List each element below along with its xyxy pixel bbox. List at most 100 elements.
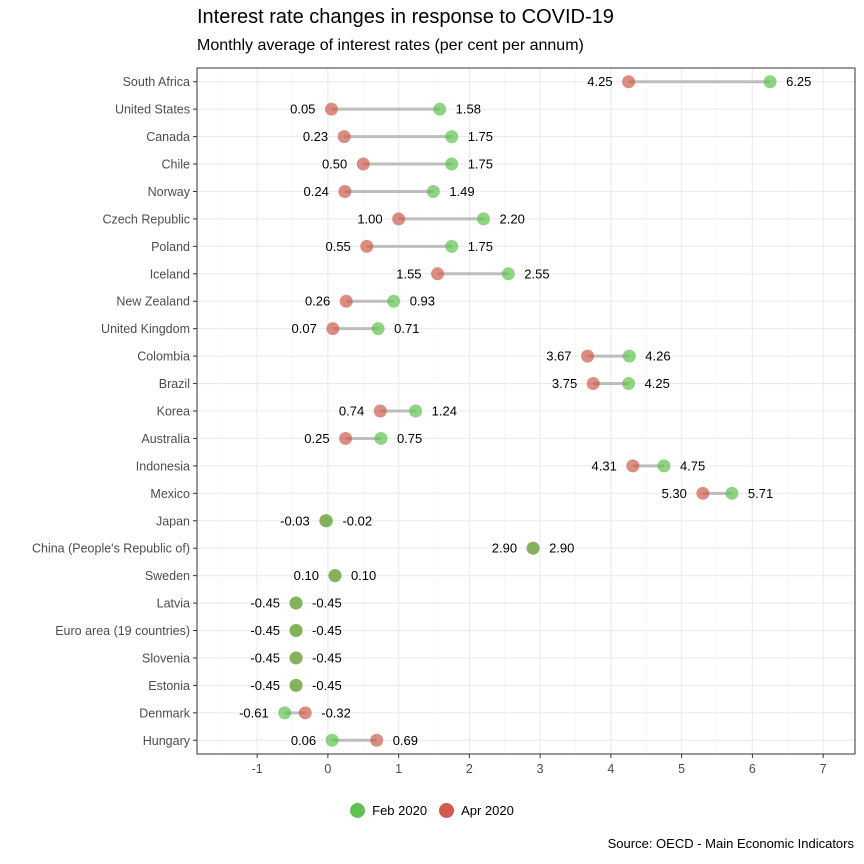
panel-border	[196, 67, 856, 755]
label-apr-2020: 0.50	[322, 157, 347, 172]
y-tick-label: Norway	[148, 185, 191, 199]
point-feb-2020	[319, 514, 333, 528]
x-tick-label: 0	[324, 762, 331, 776]
y-tick-label: China (People's Republic of)	[32, 542, 190, 556]
label-feb-2020: 6.25	[786, 74, 811, 89]
label-feb-2020: 1.75	[468, 239, 493, 254]
label-feb-2020: 1.58	[456, 102, 481, 117]
y-tick-label: Sweden	[145, 569, 190, 583]
x-tick-label: 2	[466, 762, 473, 776]
legend-key-apr	[439, 803, 455, 818]
label-apr-2020: 1.55	[396, 266, 421, 281]
label-feb-2020: 0.71	[394, 321, 419, 336]
point-apr-2020	[392, 212, 406, 226]
y-tick-label: Canada	[146, 130, 190, 144]
y-tick-label: South Africa	[123, 75, 190, 89]
y-tick-label: Mexico	[150, 487, 190, 501]
y-tick-label: New Zealand	[116, 295, 190, 309]
y-tick-label: Czech Republic	[102, 212, 190, 226]
point-feb-2020	[289, 678, 303, 692]
label-feb-2020: -0.02	[342, 513, 372, 528]
label-feb-2020: 1.49	[449, 184, 474, 199]
point-apr-2020	[581, 349, 595, 363]
label-apr-2020: 0.26	[305, 294, 330, 309]
legend-item-apr: Apr 2020	[439, 803, 514, 818]
label-apr-2020: 0.10	[294, 568, 319, 583]
y-tick-label: Chile	[162, 158, 191, 172]
label-apr-2020: -0.03	[280, 513, 310, 528]
label-feb-2020: -0.45	[312, 596, 342, 611]
label-apr-2020: 4.31	[592, 458, 617, 473]
y-tick-label: Slovenia	[142, 651, 190, 665]
x-tick-label: 3	[537, 762, 544, 776]
label-feb-2020: 0.06	[291, 733, 316, 748]
point-feb-2020	[325, 733, 339, 747]
label-feb-2020: 1.75	[468, 157, 493, 172]
point-apr-2020	[370, 733, 384, 747]
label-feb-2020: -0.45	[312, 650, 342, 665]
point-feb-2020	[374, 431, 388, 445]
label-feb-2020: 2.55	[524, 266, 549, 281]
point-feb-2020	[725, 486, 739, 500]
label-feb-2020: -0.45	[312, 678, 342, 693]
label-apr-2020: 4.25	[587, 74, 612, 89]
label-feb-2020: 2.90	[549, 541, 574, 556]
y-tick-label: Australia	[141, 432, 190, 446]
point-feb-2020	[501, 267, 515, 281]
label-feb-2020: 0.10	[351, 568, 376, 583]
point-apr-2020	[696, 486, 710, 500]
label-feb-2020: 4.75	[680, 458, 705, 473]
x-tick-label: 7	[820, 762, 827, 776]
y-tick-label: United States	[115, 103, 190, 117]
point-apr-2020	[373, 404, 387, 418]
x-tick-label: 6	[749, 762, 756, 776]
y-tick-label: Denmark	[139, 706, 190, 720]
label-apr-2020: 3.67	[546, 349, 571, 364]
point-apr-2020	[326, 322, 340, 336]
label-apr-2020: 1.00	[357, 211, 382, 226]
point-feb-2020	[657, 459, 671, 473]
x-tick-label: -1	[252, 762, 263, 776]
y-tick-label: Colombia	[137, 350, 190, 364]
label-feb-2020: 0.75	[397, 431, 422, 446]
point-apr-2020	[338, 184, 352, 198]
label-feb-2020: 4.26	[645, 349, 670, 364]
point-feb-2020	[328, 569, 342, 583]
label-apr-2020: 5.30	[662, 486, 687, 501]
legend-key-feb	[350, 803, 366, 818]
label-feb-2020: 1.24	[432, 404, 457, 419]
point-feb-2020	[289, 624, 303, 638]
chart-title: Interest rate changes in response to COV…	[197, 6, 614, 28]
x-tick-label: 5	[678, 762, 685, 776]
chart-caption: Source: OECD - Main Economic Indicators	[607, 836, 854, 851]
point-feb-2020	[433, 102, 447, 116]
point-feb-2020	[477, 212, 491, 226]
label-apr-2020: -0.45	[250, 678, 280, 693]
x-tick-label: 4	[607, 762, 614, 776]
label-apr-2020: -0.45	[250, 596, 280, 611]
y-tick-label: Japan	[156, 514, 190, 528]
label-feb-2020: 1.75	[468, 129, 493, 144]
point-feb-2020	[278, 706, 292, 720]
chart-subtitle: Monthly average of interest rates (per c…	[197, 37, 584, 54]
label-feb-2020: 0.93	[410, 294, 435, 309]
point-apr-2020	[622, 75, 636, 89]
point-feb-2020	[426, 184, 440, 198]
point-feb-2020	[289, 596, 303, 610]
label-feb-2020: -0.45	[312, 623, 342, 638]
label-apr-2020: 0.55	[325, 239, 350, 254]
label-feb-2020: 4.25	[645, 376, 670, 391]
point-apr-2020	[337, 130, 351, 144]
point-apr-2020	[339, 431, 353, 445]
label-feb-2020: 5.71	[748, 486, 773, 501]
y-tick-label: Indonesia	[136, 459, 190, 473]
point-feb-2020	[387, 294, 401, 308]
y-tick-label: Korea	[157, 405, 190, 419]
point-apr-2020	[339, 294, 353, 308]
label-apr-2020: 0.74	[339, 404, 364, 419]
y-tick-label: Euro area (19 countries)	[55, 624, 190, 638]
y-tick-label: Hungary	[143, 734, 191, 748]
x-tick-label: 1	[395, 762, 402, 776]
